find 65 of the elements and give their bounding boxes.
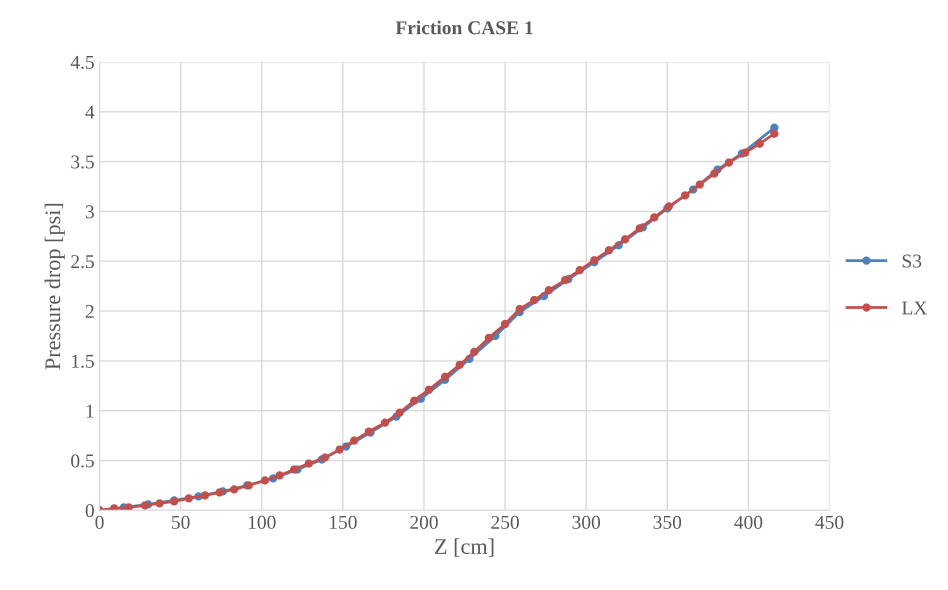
point xyxy=(770,130,779,138)
y-tick-label: 1.5 xyxy=(72,354,94,368)
point xyxy=(290,465,298,474)
point xyxy=(320,453,330,462)
point xyxy=(455,360,464,370)
point xyxy=(604,246,614,254)
x-axis-title: Z [cm] xyxy=(435,538,494,557)
point xyxy=(260,476,270,485)
point xyxy=(680,191,690,200)
x-tick-label: 100 xyxy=(248,516,276,529)
point xyxy=(155,499,164,508)
y-tick-label: 3.5 xyxy=(71,155,94,169)
point xyxy=(110,504,118,510)
y-tick-label: 2 xyxy=(86,304,94,318)
y-axis-title: Pressure drop [psi] xyxy=(44,204,65,370)
x-tick-label: 50 xyxy=(172,516,190,529)
point xyxy=(620,235,630,244)
point xyxy=(560,276,570,284)
point xyxy=(424,386,433,394)
point xyxy=(696,180,704,189)
point xyxy=(140,501,150,510)
point xyxy=(724,158,734,167)
x-tick-label: 0 xyxy=(95,516,104,529)
legend-label: LX xyxy=(902,302,928,314)
point xyxy=(576,266,584,274)
point xyxy=(636,224,644,233)
y-tick-label: 4.5 xyxy=(70,56,94,69)
y-tick-label: 3 xyxy=(86,205,94,218)
point xyxy=(410,396,418,405)
chart-title: Friction CASE 1 xyxy=(396,20,533,34)
point xyxy=(516,304,524,314)
point xyxy=(484,334,494,342)
point xyxy=(380,418,390,427)
point xyxy=(650,213,658,222)
x-tick-label: 150 xyxy=(330,516,357,529)
point xyxy=(756,139,764,148)
x-tick-label: 200 xyxy=(410,516,438,529)
point xyxy=(200,491,210,500)
x-tick-label: 450 xyxy=(815,516,844,529)
x-tick-label: 350 xyxy=(654,516,682,529)
point xyxy=(440,372,450,381)
y-tick-label: 0 xyxy=(86,504,94,518)
point xyxy=(710,169,718,178)
point xyxy=(544,286,554,294)
x-tick-label: 250 xyxy=(491,516,519,529)
point xyxy=(470,348,478,356)
y-tick-label: 2.5 xyxy=(71,255,94,268)
point xyxy=(740,148,750,157)
point xyxy=(275,471,284,480)
point xyxy=(230,485,238,494)
y-tick-label: 4 xyxy=(85,106,94,119)
point xyxy=(335,445,344,454)
legend-label: S3 xyxy=(902,254,922,268)
y-tick-label: 1 xyxy=(86,404,94,418)
point xyxy=(395,408,404,417)
point xyxy=(124,503,133,510)
x-tick-label: 300 xyxy=(572,516,600,529)
point xyxy=(500,320,510,328)
x-tick-label: 400 xyxy=(734,516,762,529)
point xyxy=(215,488,224,497)
y-tick-label: 0.5 xyxy=(71,454,94,468)
point xyxy=(304,459,313,468)
point xyxy=(350,436,358,445)
point xyxy=(184,494,193,503)
point xyxy=(530,296,538,304)
